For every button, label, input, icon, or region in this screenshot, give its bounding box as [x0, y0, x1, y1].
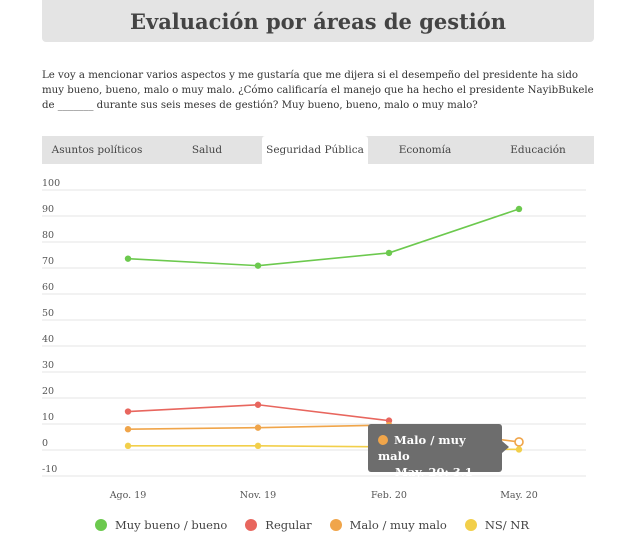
data-point [124, 255, 132, 262]
data-point [385, 417, 393, 424]
data-point [385, 249, 393, 257]
y-tick-label: 100 [42, 178, 60, 189]
data-point [124, 442, 132, 450]
data-point [254, 401, 262, 408]
data-point [254, 424, 262, 431]
x-tick-label: Feb. 20 [371, 490, 407, 501]
y-tick-label: 50 [42, 308, 54, 319]
x-tick-label: May. 20 [500, 490, 538, 501]
tooltip-series-name: Malo / muy malo [378, 433, 466, 463]
y-tick-label: 60 [42, 282, 54, 293]
survey-question: Le voy a mencionar varios aspectos y me … [42, 70, 594, 111]
legend-item-ns-nr[interactable]: NS/ NR [464, 518, 530, 532]
data-point [515, 446, 523, 453]
tab-asuntos-politicos[interactable]: Asuntos políticos [51, 144, 143, 156]
tab-seguridad-publica[interactable]: Seguridad Pública [262, 136, 368, 164]
data-point [124, 408, 132, 415]
title-banner: Evaluación por áreas de gestión [42, 0, 594, 42]
y-tick-label: 80 [42, 230, 54, 241]
legend-item-muy-bueno[interactable]: Muy bueno / bueno [94, 518, 228, 532]
data-point [254, 262, 262, 269]
page-title: Evaluación por áreas de gestión [129, 8, 507, 34]
y-tick-label: 40 [42, 334, 54, 345]
y-tick-label: -10 [42, 464, 57, 475]
legend-swatch [329, 519, 342, 531]
y-tick-label: 90 [42, 204, 54, 215]
legend-swatch [245, 519, 258, 531]
data-point [124, 426, 132, 433]
legend-label: NS/ NR [484, 518, 530, 532]
tooltip-arrow [502, 441, 509, 453]
legend-label: Regular [265, 518, 312, 532]
x-tick-label: Ago. 19 [109, 490, 147, 501]
legend-swatch [464, 519, 477, 531]
tooltip-series-dot [378, 435, 388, 445]
data-point [515, 205, 523, 213]
legend-label: Malo / muy malo [349, 518, 447, 532]
area-tabs: Asuntos políticos Salud Seguridad Públic… [42, 136, 594, 164]
chart-legend: Muy bueno / bueno Regular Malo / muy mal… [0, 518, 624, 532]
series-line [127, 208, 520, 267]
chart-tooltip: Malo / muy malo May. 20: 3.1 [368, 424, 502, 479]
y-tick-label: 10 [42, 412, 54, 423]
legend-swatch [94, 519, 107, 531]
x-tick-label: Nov. 19 [240, 490, 276, 501]
y-tick-label: 0 [42, 438, 48, 449]
tab-economia[interactable]: Economía [398, 144, 452, 156]
y-tick-label: 70 [42, 256, 54, 267]
data-point [254, 442, 262, 450]
tooltip-value: May. 20: 3.1 [395, 465, 473, 479]
y-tick-label: 30 [42, 360, 54, 371]
tab-salud[interactable]: Salud [191, 144, 223, 156]
tab-educacion[interactable]: Educación [510, 144, 566, 156]
legend-item-malo[interactable]: Malo / muy malo [329, 518, 447, 532]
y-tick-label: 20 [42, 386, 54, 397]
data-point-highlighted [514, 437, 524, 447]
legend-item-regular[interactable]: Regular [245, 518, 312, 532]
legend-label: Muy bueno / bueno [114, 518, 228, 532]
